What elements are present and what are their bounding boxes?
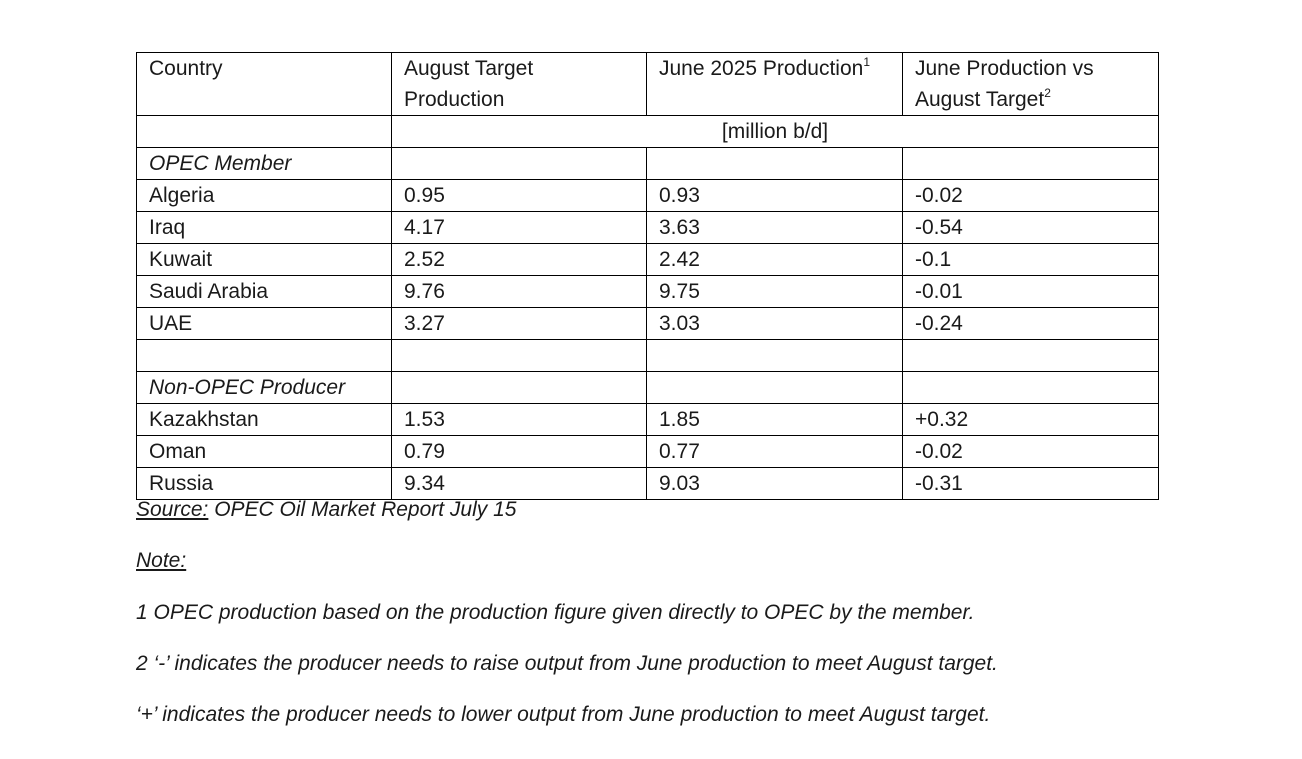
- production-table: Country August Target Production June 20…: [136, 52, 1159, 500]
- difference-cell: -0.24: [902, 307, 1159, 340]
- table-row: Algeria 0.95 0.93 -0.02: [136, 179, 1159, 212]
- june-production-cell: 0.93: [646, 179, 903, 212]
- source-line: Source: OPEC Oil Market Report July 15: [136, 498, 516, 522]
- country-cell: Kuwait: [136, 243, 392, 276]
- table-cell: [136, 339, 392, 372]
- table-cell: [391, 371, 647, 404]
- table-cell: [391, 147, 647, 180]
- group-row-non-opec: Non-OPEC Producer: [136, 371, 1159, 404]
- august-target-cell: 4.17: [391, 211, 647, 244]
- difference-cell: -0.54: [902, 211, 1159, 244]
- table-row: Kazakhstan 1.53 1.85 +0.32: [136, 403, 1159, 436]
- august-target-cell: 9.76: [391, 275, 647, 308]
- difference-cell: -0.31: [902, 467, 1159, 500]
- header-row: Country August Target Production June 20…: [136, 52, 1159, 116]
- june-production-cell: 9.75: [646, 275, 903, 308]
- group-row-opec: OPEC Member: [136, 147, 1159, 180]
- header-difference: June Production vs August Target2: [902, 52, 1159, 116]
- note-item: 1 OPEC production based on the productio…: [136, 601, 975, 624]
- difference-cell: -0.02: [902, 435, 1159, 468]
- table-cell: [902, 147, 1159, 180]
- august-target-cell: 9.34: [391, 467, 647, 500]
- june-production-cell: 3.03: [646, 307, 903, 340]
- header-country: Country: [136, 52, 392, 116]
- unit-row: [million b/d]: [136, 115, 1159, 148]
- table-row: Russia 9.34 9.03 -0.31: [136, 467, 1159, 500]
- august-target-cell: 2.52: [391, 243, 647, 276]
- document-body: Country August Target Production June 20…: [136, 52, 1166, 726]
- june-production-cell: 0.77: [646, 435, 903, 468]
- june-production-cell: 9.03: [646, 467, 903, 500]
- table-row: Oman 0.79 0.77 -0.02: [136, 435, 1159, 468]
- footnote-marker-2: 2: [1044, 86, 1051, 100]
- table-cell: [646, 371, 903, 404]
- country-cell: UAE: [136, 307, 392, 340]
- country-cell: Oman: [136, 435, 392, 468]
- table-row: Saudi Arabia 9.76 9.75 -0.01: [136, 275, 1159, 308]
- group-label-non-opec: Non-OPEC Producer: [136, 371, 392, 404]
- source-text: OPEC Oil Market Report July 15: [208, 498, 517, 521]
- difference-cell: -0.01: [902, 275, 1159, 308]
- header-august-target: August Target Production: [391, 52, 647, 116]
- table-row: Kuwait 2.52 2.42 -0.1: [136, 243, 1159, 276]
- table-cell: [902, 371, 1159, 404]
- country-cell: Iraq: [136, 211, 392, 244]
- june-production-cell: 3.63: [646, 211, 903, 244]
- table-row: Iraq 4.17 3.63 -0.54: [136, 211, 1159, 244]
- note-item: ‘+’ indicates the producer needs to lowe…: [136, 703, 991, 726]
- note-item: 2 ‘-’ indicates the producer needs to ra…: [136, 652, 998, 675]
- country-cell: Algeria: [136, 179, 392, 212]
- country-cell: Kazakhstan: [136, 403, 392, 436]
- table-cell: [646, 339, 903, 372]
- country-cell: Saudi Arabia: [136, 275, 392, 308]
- note-heading: Note:: [136, 549, 186, 573]
- table-cell: [391, 339, 647, 372]
- table-cell: [136, 115, 392, 148]
- header-june-production: June 2025 Production1: [646, 52, 903, 116]
- note-heading-label: Note:: [136, 549, 187, 572]
- difference-cell: -0.02: [902, 179, 1159, 212]
- june-production-cell: 1.85: [646, 403, 903, 436]
- august-target-cell: 3.27: [391, 307, 647, 340]
- footnote-marker-1: 1: [863, 55, 871, 69]
- spacer-row: [136, 339, 1159, 372]
- august-target-cell: 1.53: [391, 403, 647, 436]
- june-production-cell: 2.42: [646, 243, 903, 276]
- table-cell: [646, 147, 903, 180]
- country-cell: Russia: [136, 467, 392, 500]
- unit-label: [million b/d]: [391, 115, 1159, 148]
- table-row: UAE 3.27 3.03 -0.24: [136, 307, 1159, 340]
- group-label-opec: OPEC Member: [136, 147, 392, 180]
- august-target-cell: 0.79: [391, 435, 647, 468]
- difference-cell: -0.1: [902, 243, 1159, 276]
- table-cell: [902, 339, 1159, 372]
- august-target-cell: 0.95: [391, 179, 647, 212]
- difference-cell: +0.32: [902, 403, 1159, 436]
- source-label: Source:: [136, 498, 209, 521]
